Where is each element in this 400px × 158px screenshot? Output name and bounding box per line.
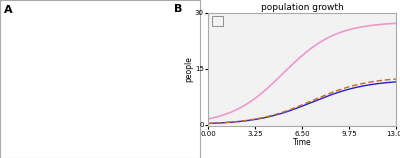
Y-axis label: people: people <box>184 57 194 82</box>
Text: A: A <box>4 5 13 15</box>
Bar <box>212 16 223 26</box>
Text: B: B <box>174 3 182 14</box>
Title: population growth: population growth <box>261 3 343 12</box>
X-axis label: Time: Time <box>293 138 311 147</box>
